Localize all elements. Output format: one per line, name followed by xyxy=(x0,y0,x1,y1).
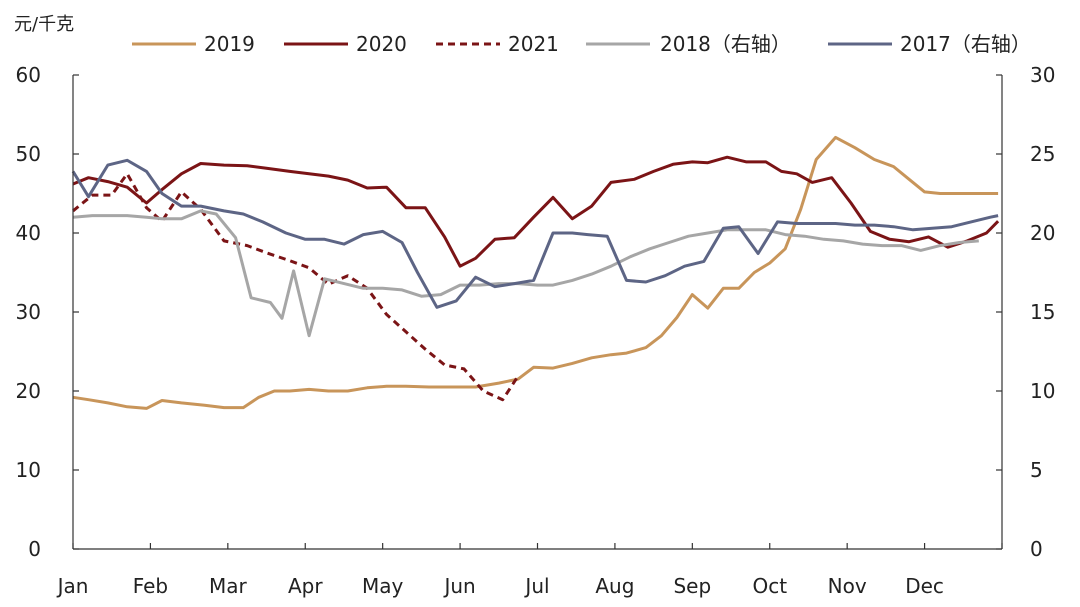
right-axis-tick-label: 20 xyxy=(1030,221,1055,245)
x-axis-tick-label: Apr xyxy=(288,574,323,598)
left-axis-tick-label: 50 xyxy=(16,142,41,166)
right-axis-tick-label: 15 xyxy=(1030,300,1055,324)
series-line-2017 xyxy=(71,158,999,309)
series-line-2020 xyxy=(72,155,1000,268)
series-line-2018 xyxy=(72,209,979,338)
legend: 2019 2020 2021 2018（右轴） 2017（右轴） xyxy=(132,32,1031,56)
right-axis-tick-label: 5 xyxy=(1030,458,1043,482)
x-axis-tick-label: Feb xyxy=(133,574,168,598)
right-axis-tick-label: 25 xyxy=(1030,142,1055,166)
x-axis-tick-label: Aug xyxy=(595,574,634,598)
left-axis-tick-label: 0 xyxy=(28,537,41,561)
legend-label-2019: 2019 xyxy=(204,32,255,56)
x-axis-tick-label: Oct xyxy=(752,574,787,598)
series-line-2019 xyxy=(72,135,999,410)
x-axis-tick-label: Nov xyxy=(828,574,867,598)
plot-area xyxy=(71,135,1000,410)
series-line-2021 xyxy=(72,172,520,402)
legend-label-2017: 2017（右轴） xyxy=(900,32,1031,56)
left-axis-unit-label: 元/千克 xyxy=(14,14,74,35)
x-axis-tick-label: Jun xyxy=(442,574,475,598)
x-axis-tick-label: May xyxy=(362,574,404,598)
left-axis-tick-label: 30 xyxy=(16,300,41,324)
x-axis-tick-label: Dec xyxy=(905,574,944,598)
left-axis-tick-label: 20 xyxy=(16,379,41,403)
left-axis-tick-label: 10 xyxy=(16,458,41,482)
left-axis-tick-label: 40 xyxy=(16,221,41,245)
x-axis-tick-label: Mar xyxy=(209,574,248,598)
legend-label-2018: 2018（右轴） xyxy=(660,32,791,56)
legend-label-2020: 2020 xyxy=(356,32,407,56)
axes: 0 10 20 30 40 50 60 0 5 10 15 20 25 30 Jan Feb Mar Apr May… xyxy=(16,63,1056,598)
x-axis-tick-label: Jan xyxy=(56,574,89,598)
x-axis-tick-label: Jul xyxy=(523,574,549,598)
right-axis-tick-label: 10 xyxy=(1030,379,1055,403)
right-axis-tick-label: 30 xyxy=(1030,63,1055,87)
right-axis-tick-label: 0 xyxy=(1030,537,1043,561)
legend-label-2021: 2021 xyxy=(508,32,559,56)
left-axis-tick-label: 60 xyxy=(16,63,41,87)
x-axis-tick-label: Sep xyxy=(673,574,711,598)
